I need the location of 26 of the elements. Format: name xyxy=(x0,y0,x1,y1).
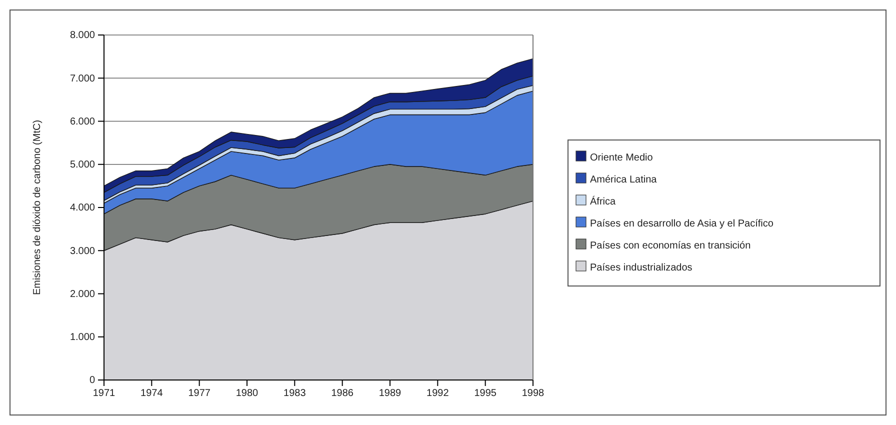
x-tick-label: 1989 xyxy=(378,388,402,400)
x-tick-label: 1995 xyxy=(474,388,497,400)
x-tick-label: 1998 xyxy=(522,388,545,400)
legend-label: Países en desarrollo de Asia y el Pacífico xyxy=(590,218,774,230)
y-tick-label: 8.000 xyxy=(70,30,96,42)
y-tick-label: 1.000 xyxy=(70,332,96,344)
legend-label: América Latina xyxy=(590,174,658,186)
y-tick-label: 5.000 xyxy=(70,160,96,171)
y-tick-label: 3.000 xyxy=(70,246,96,257)
y-tick-label: 7.000 xyxy=(70,73,96,84)
legend-label: África xyxy=(590,196,616,208)
x-tick-label: 1992 xyxy=(426,388,450,400)
x-tick-label: 1983 xyxy=(284,388,306,400)
legend-label: Países con economías en transición xyxy=(590,240,751,252)
legend-label: Oriente Medio xyxy=(590,152,654,164)
x-tick-label: 1971 xyxy=(92,388,116,400)
y-tick-label: 4.000 xyxy=(70,202,96,214)
x-tick-label: 1977 xyxy=(188,388,211,400)
x-tick-label: 1986 xyxy=(331,388,354,400)
x-tick-label: 1980 xyxy=(236,388,259,400)
y-tick-label: 6.000 xyxy=(70,116,96,128)
y-tick-label: 2.000 xyxy=(70,288,96,300)
y-axis-title: Emisiones de dióxido de carbono (MtC) xyxy=(32,120,43,296)
x-tick-label: 1974 xyxy=(140,388,164,400)
y-tick-label: 0 xyxy=(89,375,96,386)
text: Países industrializados xyxy=(590,262,692,274)
